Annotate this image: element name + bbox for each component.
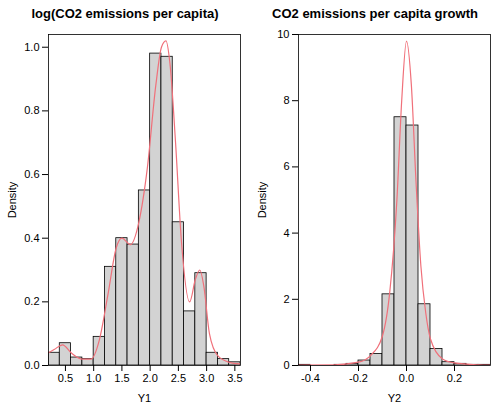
svg-text:-0.4: -0.4 xyxy=(301,372,320,384)
svg-text:0.2: 0.2 xyxy=(24,295,39,307)
svg-text:0.4: 0.4 xyxy=(24,232,39,244)
svg-text:8: 8 xyxy=(283,94,289,106)
svg-text:0.6: 0.6 xyxy=(24,168,39,180)
svg-text:0: 0 xyxy=(283,359,289,371)
svg-text:0.5: 0.5 xyxy=(58,372,73,384)
svg-text:Y2: Y2 xyxy=(388,392,401,404)
svg-text:Y1: Y1 xyxy=(138,392,151,404)
html-text:log(CO2 emissions per capita): log(CO2 emissions per capita) xyxy=(31,6,219,21)
svg-text:0.0: 0.0 xyxy=(399,372,414,384)
svg-text:3.5: 3.5 xyxy=(227,372,242,384)
svg-text:1.0: 1.0 xyxy=(86,372,101,384)
svg-text:2: 2 xyxy=(283,293,289,305)
svg-text:1.0: 1.0 xyxy=(24,41,39,53)
svg-text:2.0: 2.0 xyxy=(142,372,157,384)
svg-text:6: 6 xyxy=(283,160,289,172)
html-text:CO2 emissions per capita growt: CO2 emissions per capita growth xyxy=(272,6,478,21)
svg-text:0.0: 0.0 xyxy=(24,359,39,371)
svg-text:1.5: 1.5 xyxy=(114,372,129,384)
svg-text:2.5: 2.5 xyxy=(171,372,186,384)
svg-text:-0.2: -0.2 xyxy=(349,372,368,384)
svg-text:0.2: 0.2 xyxy=(447,372,462,384)
svg-text:10: 10 xyxy=(277,28,289,40)
svg-text:3.0: 3.0 xyxy=(199,372,214,384)
svg-text:0.8: 0.8 xyxy=(24,104,39,116)
svg-text:Density: Density xyxy=(256,181,268,218)
svg-text:Density: Density xyxy=(6,181,18,218)
svg-text:4: 4 xyxy=(283,227,289,239)
